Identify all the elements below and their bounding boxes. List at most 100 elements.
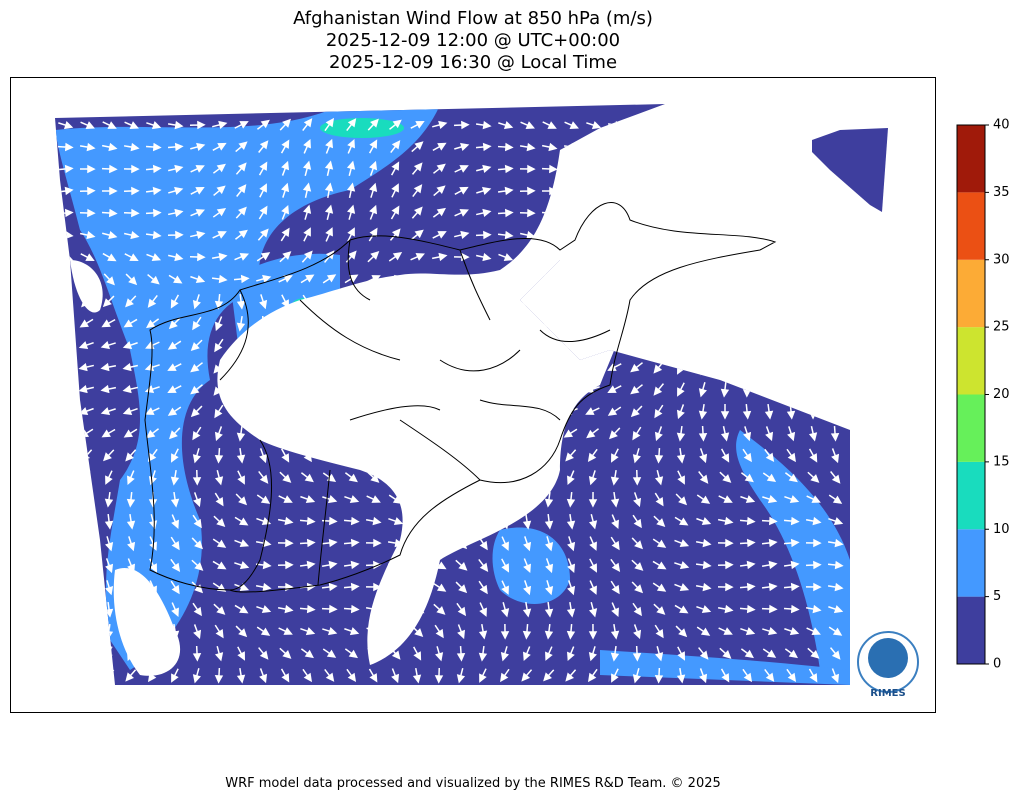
wind-arrow: [214, 293, 224, 310]
wind-arrow: [105, 470, 113, 485]
wind-arrow: [391, 668, 400, 684]
wind-arrow: [454, 230, 470, 240]
wind-arrow: [82, 513, 92, 530]
wind-arrow: [830, 360, 839, 376]
wind-arrow: [57, 407, 72, 415]
wind-arrow: [589, 558, 597, 573]
wind-arrow: [830, 315, 840, 332]
wind-arrow: [607, 142, 624, 152]
wind-arrow: [805, 516, 822, 526]
wind-arrow: [123, 318, 138, 328]
wind-arrow: [743, 139, 751, 154]
wind-arrow: [653, 515, 666, 527]
wind-arrow: [739, 604, 756, 614]
wind-arrow: [83, 646, 91, 662]
wind-arrow: [300, 472, 314, 483]
wind-arrow: [497, 230, 514, 240]
wind-arrow: [455, 581, 468, 594]
wind-arrow: [720, 315, 730, 332]
wind-arrow: [212, 142, 227, 151]
wind-arrow: [523, 580, 532, 596]
wind-arrow: [431, 252, 448, 262]
wind-arrow: [367, 251, 380, 263]
wind-arrow: [211, 252, 228, 262]
wind-arrow: [720, 337, 730, 354]
wind-arrow: [675, 229, 688, 240]
wind-arrow: [676, 425, 686, 442]
wind-arrow: [214, 426, 223, 442]
title-line: Afghanistan Wind Flow at 850 hPa (m/s): [293, 8, 653, 29]
wind-arrow: [125, 669, 137, 682]
wind-arrow: [631, 559, 644, 571]
wind-arrow: [190, 209, 205, 217]
wind-arrow: [325, 227, 333, 242]
wind-arrow: [611, 514, 619, 529]
wind-arrow: [103, 669, 115, 682]
wind-arrow: [214, 404, 224, 419]
wind-arrow: [278, 627, 293, 635]
wind-arrow: [630, 384, 643, 395]
wind-arrow: [455, 559, 468, 571]
wind-arrow: [104, 491, 114, 508]
wind-arrow: [807, 118, 819, 131]
wind-arrow: [500, 668, 510, 683]
wind-arrow: [127, 536, 136, 552]
wind-arrow: [299, 604, 316, 614]
wind-arrow: [827, 582, 844, 592]
wind-arrow: [787, 426, 796, 442]
wind-arrow: [303, 227, 311, 242]
wind-arrow: [696, 274, 712, 283]
wind-arrow: [190, 187, 205, 195]
wind-arrow: [805, 604, 822, 614]
wind-arrow: [764, 160, 774, 176]
wind-arrow: [390, 161, 400, 176]
wind-arrow: [588, 602, 598, 618]
wind-arrow: [149, 558, 157, 573]
wind-arrow: [740, 495, 756, 504]
wind-arrow: [167, 120, 184, 130]
wind-arrow: [808, 359, 818, 376]
wind-arrow: [676, 447, 686, 464]
wind-arrow: [258, 647, 269, 660]
wind-arrow: [56, 385, 72, 394]
wind-arrow: [563, 318, 578, 328]
wind-arrow: [432, 120, 448, 130]
colorbar-tick-label: 25: [993, 320, 1010, 335]
wind-arrow: [237, 470, 245, 485]
wind-arrow: [79, 142, 96, 152]
wind-arrow: [123, 186, 140, 196]
wind-arrow: [720, 403, 730, 420]
wind-arrow: [102, 121, 117, 129]
wind-arrow: [610, 623, 620, 640]
wind-arrow: [214, 447, 224, 464]
wind-arrow: [699, 448, 708, 464]
wind-arrow: [786, 448, 796, 463]
wind-arrow: [654, 293, 664, 310]
wind-arrow: [808, 337, 818, 354]
wind-arrow: [674, 121, 689, 129]
wind-arrow: [127, 470, 135, 485]
wind-arrow: [145, 186, 162, 196]
wind-arrow: [784, 495, 800, 504]
wind-arrow: [632, 426, 642, 441]
wind-arrow: [654, 404, 664, 419]
wind-arrow: [83, 558, 91, 574]
wind-arrow: [805, 560, 822, 570]
wind-arrow: [830, 403, 840, 420]
wind-arrow: [302, 182, 312, 199]
wind-arrow: [302, 160, 312, 176]
wind-arrow: [301, 250, 313, 263]
wind-arrow: [653, 603, 666, 615]
wind-arrow: [236, 184, 247, 197]
wind-arrow: [654, 667, 664, 684]
wind-arrow: [566, 623, 576, 640]
wind-arrow: [168, 252, 184, 262]
wind-arrow: [673, 274, 690, 284]
wind-arrow: [277, 604, 294, 614]
wind-arrow: [78, 407, 94, 416]
wind-arrow: [324, 204, 334, 220]
wind-arrow: [521, 669, 533, 682]
wind-arrow: [147, 294, 158, 308]
colorbar-tick-label: 30: [993, 252, 1010, 267]
wind-arrow: [787, 227, 795, 242]
